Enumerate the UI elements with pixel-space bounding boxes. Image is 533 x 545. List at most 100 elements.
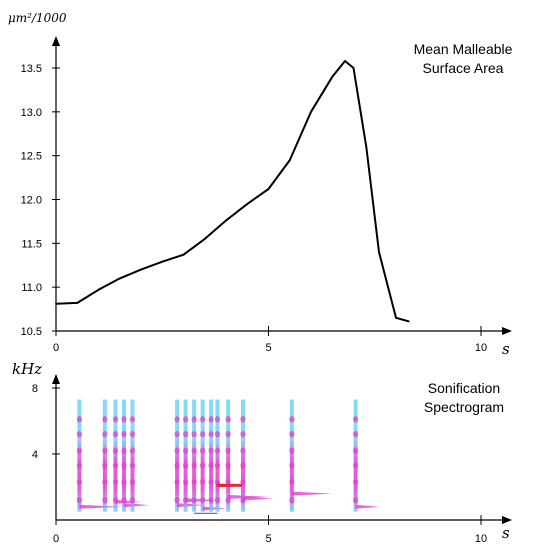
harmonic-dot bbox=[208, 431, 214, 438]
harmonic-dot bbox=[240, 447, 246, 454]
spectrogram-column bbox=[192, 399, 197, 512]
x-axis-arrow bbox=[502, 516, 512, 524]
data-point bbox=[225, 219, 227, 222]
peak-highlight bbox=[216, 483, 242, 487]
harmonic-dot bbox=[183, 431, 189, 438]
chart-title-line-2: Spectrogram bbox=[424, 399, 504, 415]
harmonic-dot bbox=[225, 462, 231, 469]
data-point bbox=[76, 302, 79, 304]
y-tick-label: 11.0 bbox=[21, 282, 42, 294]
data-point bbox=[118, 277, 121, 280]
x-tick-label: 10 bbox=[475, 342, 487, 354]
harmonic-dot bbox=[121, 478, 127, 486]
harmonic-dot bbox=[289, 447, 295, 454]
harmonic-dot bbox=[76, 462, 82, 469]
harmonic-dot bbox=[289, 497, 295, 504]
harmonic-dot bbox=[121, 431, 127, 438]
harmonic-dot bbox=[208, 447, 214, 454]
data-point bbox=[407, 320, 410, 323]
x-tick-label: 5 bbox=[265, 342, 271, 354]
harmonic-dot bbox=[174, 416, 180, 423]
harmonic-dot bbox=[191, 431, 197, 438]
y-tick-label: 8 bbox=[32, 383, 38, 395]
harmonic-dot bbox=[174, 497, 180, 504]
data-point bbox=[352, 67, 355, 69]
data-point bbox=[97, 288, 100, 291]
frequency-tail bbox=[177, 503, 205, 508]
harmonic-dot bbox=[112, 431, 119, 438]
harmonic-dot bbox=[129, 416, 136, 423]
harmonic-dot bbox=[225, 478, 231, 486]
spectrogram-column bbox=[353, 399, 358, 512]
harmonic-dot bbox=[76, 447, 82, 454]
harmonic-dot bbox=[353, 462, 359, 469]
data-point bbox=[395, 316, 397, 319]
harmonic-dot bbox=[112, 462, 119, 469]
harmonic-dot bbox=[200, 447, 206, 454]
data-point bbox=[182, 253, 185, 256]
harmonic-dot bbox=[112, 416, 119, 423]
harmonic-dot bbox=[76, 497, 82, 504]
harmonic-dot bbox=[112, 447, 119, 454]
harmonic-dot bbox=[76, 416, 82, 423]
data-point bbox=[246, 202, 249, 205]
surface-area-chart: 0 5 10 10.5 11.0 11.5 12.0 12.5 13.0 13.5 μm²/1000… bbox=[8, 11, 513, 358]
x-tick-label: 5 bbox=[265, 533, 271, 545]
harmonic-dot bbox=[200, 497, 206, 504]
harmonic-dot bbox=[112, 478, 119, 486]
data-point bbox=[267, 188, 270, 190]
harmonic-dot bbox=[225, 416, 231, 423]
y-axis-label: kHz bbox=[12, 360, 42, 378]
harmonic-dot bbox=[353, 478, 359, 486]
spectrogram-column bbox=[226, 399, 231, 512]
data-point bbox=[161, 260, 164, 263]
harmonic-dot bbox=[240, 462, 246, 469]
data-point bbox=[288, 159, 291, 161]
chart-title-line-2: Surface Area bbox=[423, 60, 504, 76]
y-tick-label: 13.0 bbox=[21, 107, 42, 119]
harmonic-dot bbox=[129, 497, 136, 504]
spectrogram-column bbox=[209, 399, 214, 512]
spectrogram-chart: 0 5 10 4 8 kHz s Sonification Spectrogram bbox=[12, 360, 512, 545]
harmonic-dot bbox=[289, 462, 295, 469]
x-axis-label: s bbox=[502, 340, 510, 358]
data-point bbox=[203, 238, 206, 240]
harmonic-dot bbox=[102, 431, 108, 438]
harmonic-dot bbox=[129, 478, 136, 486]
harmonic-dot bbox=[129, 431, 136, 438]
harmonic-dot bbox=[225, 431, 231, 438]
harmonic-dot bbox=[200, 416, 206, 423]
x-axis-arrow bbox=[502, 327, 512, 335]
harmonic-dot bbox=[191, 497, 197, 504]
chart-title-line-1: Mean Malleable bbox=[414, 41, 513, 57]
frequency-tail bbox=[202, 506, 226, 511]
harmonic-dot bbox=[102, 478, 108, 486]
y-tick-label: 4 bbox=[32, 449, 38, 461]
frequency-tail bbox=[79, 504, 122, 509]
harmonic-dot bbox=[200, 478, 206, 486]
y-tick-label: 12.0 bbox=[21, 195, 42, 207]
harmonic-dot bbox=[183, 416, 189, 423]
harmonic-dot bbox=[183, 478, 189, 486]
harmonic-dot bbox=[183, 462, 189, 469]
data-point bbox=[378, 251, 380, 254]
spectrogram-column bbox=[122, 399, 126, 512]
spectrogram-column bbox=[130, 399, 135, 512]
harmonic-dot bbox=[200, 431, 206, 438]
frequency-tail bbox=[291, 491, 333, 496]
data-point bbox=[55, 302, 57, 305]
harmonic-dot bbox=[191, 478, 197, 486]
harmonic-dot bbox=[102, 447, 108, 454]
harmonic-dot bbox=[240, 478, 246, 486]
data-point bbox=[140, 268, 142, 271]
harmonic-dot bbox=[353, 497, 359, 504]
frequency-tail bbox=[115, 499, 141, 504]
harmonic-dot bbox=[174, 462, 180, 469]
frequency-tail bbox=[228, 494, 269, 499]
harmonic-dot bbox=[174, 447, 180, 454]
x-axis-label: s bbox=[502, 524, 510, 542]
spectrogram-column bbox=[183, 399, 188, 512]
harmonic-dot bbox=[121, 416, 127, 423]
harmonic-dot bbox=[129, 462, 136, 469]
